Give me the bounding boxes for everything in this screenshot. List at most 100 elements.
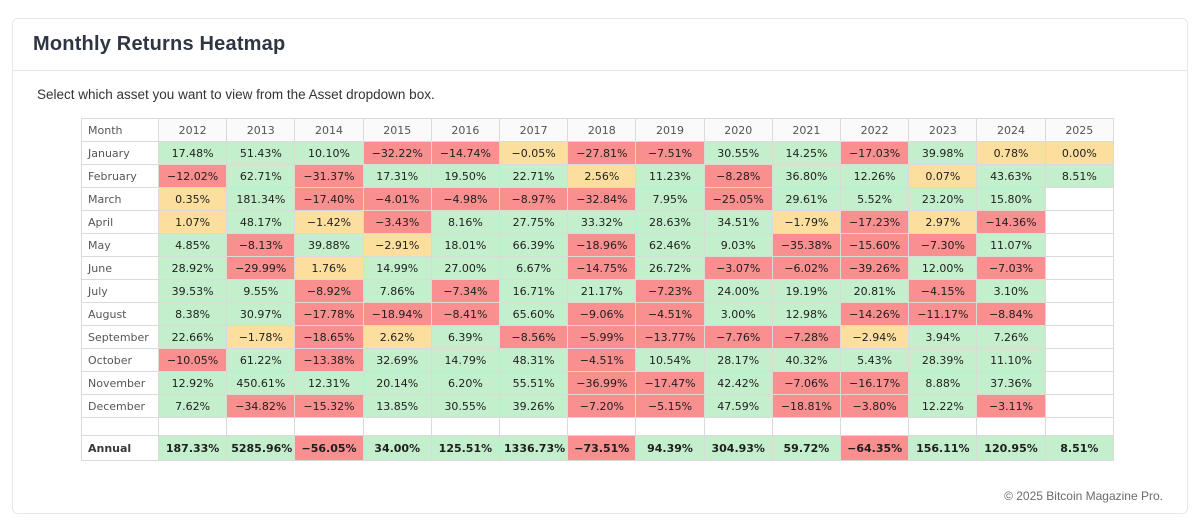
heatmap-cell: 9.55% [226, 279, 296, 303]
row-label: January [81, 141, 159, 165]
table-row-february: February −12.02% 62.71% −31.37% 17.31% 19.50%… [81, 164, 1115, 188]
heatmap-cell: 8.51% [1044, 435, 1115, 461]
table-row-january: January 17.48% 51.43% 10.10% −32.22% −14.74% −… [81, 141, 1115, 165]
heatmap-cell: −4.98% [430, 187, 501, 211]
heatmap-cell: −8.97% [499, 187, 569, 211]
row-label: May [81, 233, 159, 257]
year-column-header: 2021 [771, 118, 842, 142]
heatmap-cell: −16.17% [840, 371, 910, 395]
heatmap-cell: 6.39% [430, 325, 501, 349]
heatmap-cell: 20.81% [840, 279, 910, 303]
heatmap-cell: 5.43% [840, 348, 910, 372]
table-row-october: October −10.05% 61.22% −13.38% 32.69% 14.79% 4… [81, 348, 1115, 372]
heatmap-cell: 30.97% [226, 302, 296, 326]
heatmap-cell: −13.38% [294, 348, 364, 372]
heatmap-cell: −18.96% [567, 233, 637, 257]
heatmap-cell: −7.20% [567, 394, 637, 418]
heatmap-cell: 34.51% [703, 210, 773, 234]
heatmap-cell: −14.75% [567, 256, 637, 280]
heatmap-cell: 7.26% [976, 325, 1046, 349]
returns-heatmap-table: Month 2012 2013 2014 2015 2016 2017 2018 2019 202… [81, 118, 1115, 461]
heatmap-cell: 8.51% [1044, 164, 1115, 188]
year-column-header: 2023 [908, 118, 978, 142]
year-column-header: 2020 [703, 118, 773, 142]
heatmap-cell: 0.35% [157, 187, 228, 211]
table-row-december: December 7.62% −34.82% −15.32% 13.85% 30.55% 3… [81, 394, 1115, 418]
heatmap-cell: −1.78% [226, 325, 296, 349]
heatmap-cell: 17.48% [157, 141, 228, 165]
heatmap-cell: −25.05% [703, 187, 773, 211]
heatmap-cell: 187.33% [157, 435, 228, 461]
heatmap-cell: −17.40% [294, 187, 364, 211]
heatmap-cell: 55.51% [499, 371, 569, 395]
heatmap-cell: 1.76% [294, 256, 364, 280]
heatmap-cell: 22.71% [499, 164, 569, 188]
heatmap-cell: 62.71% [226, 164, 296, 188]
heatmap-cell: 13.85% [362, 394, 432, 418]
heatmap-cell: 11.23% [635, 164, 705, 188]
heatmap-cell: −10.05% [157, 348, 228, 372]
heatmap-cell: 28.39% [908, 348, 978, 372]
heatmap-cell [976, 417, 1046, 436]
row-label: October [81, 348, 159, 372]
heatmap-cell: 66.39% [499, 233, 569, 257]
heatmap-cell: 43.63% [976, 164, 1046, 188]
heatmap-cell: 12.98% [771, 302, 842, 326]
year-column-header: 2017 [499, 118, 569, 142]
heatmap-cell: 6.67% [499, 256, 569, 280]
heatmap-cell: −4.01% [362, 187, 432, 211]
heatmap-cell [1044, 394, 1115, 418]
table-row-november: November 12.92% 450.61% 12.31% 20.14% 6.20% 55… [81, 371, 1115, 395]
heatmap-cell [1044, 371, 1115, 395]
heatmap-cell: 39.88% [294, 233, 364, 257]
heatmap-cell: −32.22% [362, 141, 432, 165]
heatmap-cell: 0.00% [1044, 141, 1115, 165]
row-label: June [81, 256, 159, 280]
heatmap-cell: −64.35% [840, 435, 910, 461]
heatmap-cell: 0.07% [908, 164, 978, 188]
heatmap-cell: −4.15% [908, 279, 978, 303]
heatmap-cell: −18.94% [362, 302, 432, 326]
year-column-header: 2018 [567, 118, 637, 142]
heatmap-cell: 62.46% [635, 233, 705, 257]
heatmap-cell: 8.16% [430, 210, 501, 234]
heatmap-cell: −27.81% [567, 141, 637, 165]
heatmap-cell: 7.62% [157, 394, 228, 418]
table-row-spacer [81, 417, 1115, 436]
heatmap-cell: 32.69% [362, 348, 432, 372]
heatmap-cell: −7.76% [703, 325, 773, 349]
heatmap-cell [703, 417, 773, 436]
copyright-footer: © 2025 Bitcoin Magazine Pro. [1004, 489, 1163, 503]
heatmap-cell [1044, 348, 1115, 372]
heatmap-cell: −7.30% [908, 233, 978, 257]
heatmap-cell: 27.75% [499, 210, 569, 234]
monthly-returns-heatmap-card: Monthly Returns Heatmap Select which ass… [12, 18, 1188, 514]
heatmap-cell: −73.51% [567, 435, 637, 461]
heatmap-cell: −7.06% [771, 371, 842, 395]
heatmap-cell: 10.54% [635, 348, 705, 372]
heatmap-cell: −8.92% [294, 279, 364, 303]
heatmap-cell: 156.11% [908, 435, 978, 461]
table-row-april: April 1.07% 48.17% −1.42% −3.43% 8.16% 27.75% 3… [81, 210, 1115, 234]
heatmap-cell: −17.78% [294, 302, 364, 326]
heatmap-cell: 65.60% [499, 302, 569, 326]
heatmap-cell: 24.00% [703, 279, 773, 303]
row-label: March [81, 187, 159, 211]
heatmap-cell: −1.42% [294, 210, 364, 234]
heatmap-cell: −17.47% [635, 371, 705, 395]
heatmap-cell [1044, 256, 1115, 280]
heatmap-cell: 125.51% [430, 435, 501, 461]
year-column-header: 2012 [157, 118, 228, 142]
heatmap-cell: 28.17% [703, 348, 773, 372]
heatmap-cell: −34.82% [226, 394, 296, 418]
heatmap-cell: 181.34% [226, 187, 296, 211]
heatmap-cell: −4.51% [567, 348, 637, 372]
row-label: February [81, 164, 159, 188]
heatmap-table-wrapper: Month 2012 2013 2014 2015 2016 2017 2018 2019 202… [81, 118, 1163, 461]
heatmap-cell: 12.92% [157, 371, 228, 395]
heatmap-cell [840, 417, 910, 436]
heatmap-cell: −18.65% [294, 325, 364, 349]
heatmap-cell: 14.99% [362, 256, 432, 280]
heatmap-cell: 15.80% [976, 187, 1046, 211]
row-label: July [81, 279, 159, 303]
